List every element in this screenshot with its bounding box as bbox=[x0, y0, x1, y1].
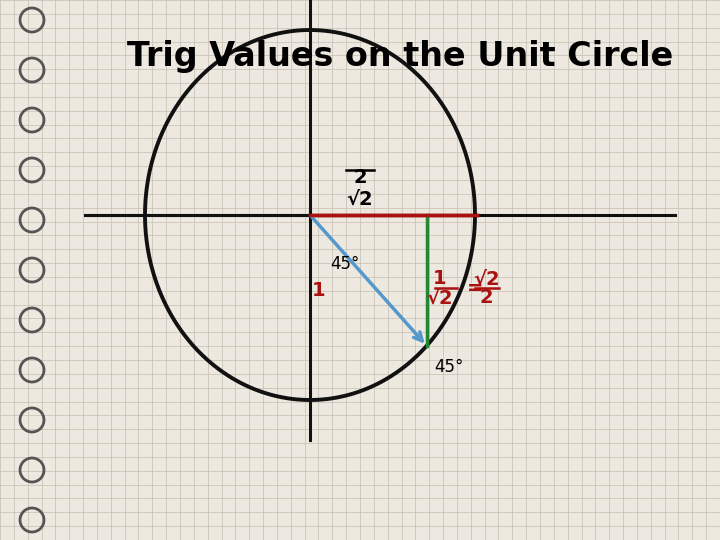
Text: 1: 1 bbox=[312, 281, 325, 300]
Text: 45°: 45° bbox=[435, 358, 464, 376]
Text: 45°: 45° bbox=[330, 255, 359, 273]
Text: Trig Values on the Unit Circle: Trig Values on the Unit Circle bbox=[127, 40, 673, 73]
Text: √2: √2 bbox=[347, 190, 373, 209]
Text: √2: √2 bbox=[473, 269, 500, 288]
Text: √2: √2 bbox=[426, 288, 453, 307]
Text: 2: 2 bbox=[354, 168, 366, 187]
Text: =: = bbox=[467, 279, 483, 298]
Text: 1: 1 bbox=[433, 269, 446, 288]
Text: 2: 2 bbox=[480, 288, 493, 307]
